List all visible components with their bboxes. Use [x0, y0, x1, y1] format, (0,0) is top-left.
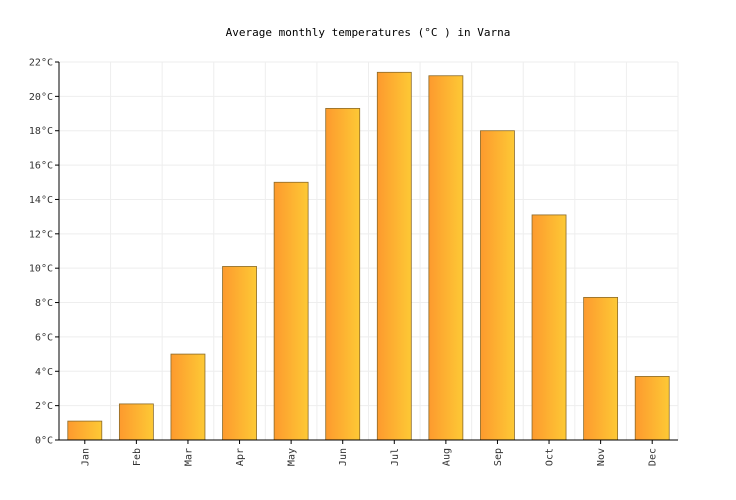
- x-tick-label-jul: Jul: [390, 448, 401, 466]
- bar-jun: [325, 107, 361, 441]
- chart-title: Average monthly temperatures (°C ) in Va…: [226, 26, 511, 39]
- y-tick-label: 12°C: [29, 229, 53, 240]
- y-tick-label: 20°C: [29, 92, 53, 103]
- x-tick-label-sep: Sep: [493, 448, 504, 466]
- y-tick-label: 22°C: [29, 58, 53, 69]
- x-tick-label-nov: Nov: [596, 448, 607, 466]
- x-tick-label-jan: Jan: [80, 448, 91, 466]
- y-tick-label: 2°C: [35, 401, 53, 412]
- y-tick-label: 6°C: [35, 332, 53, 343]
- x-tick-label-dec: Dec: [648, 448, 659, 466]
- bar-jul: [376, 71, 412, 441]
- bar-dec: [634, 376, 670, 441]
- y-tick-label: 16°C: [29, 161, 53, 172]
- x-tick-label-oct: Oct: [545, 448, 556, 466]
- bar-aug: [428, 75, 464, 441]
- x-tick-label-jun: Jun: [338, 448, 349, 466]
- y-tick-label: 8°C: [35, 298, 53, 309]
- y-tick-label: 14°C: [29, 195, 53, 206]
- y-tick-label: 10°C: [29, 264, 53, 275]
- x-tick-label-mar: Mar: [183, 448, 194, 466]
- bar-feb: [118, 403, 154, 441]
- bar-may: [273, 181, 309, 441]
- y-tick-label: 0°C: [35, 436, 53, 447]
- bar-mar: [170, 353, 206, 441]
- bar-oct: [531, 214, 567, 441]
- x-tick-label-aug: Aug: [441, 448, 452, 466]
- bar-sep: [480, 130, 515, 441]
- bar-nov: [583, 296, 619, 441]
- bars-layer: [67, 71, 670, 441]
- y-axis-ticks: 0°C 2°C 4°C 6°C 8°C 10°C 12°C 14°C 16°C 18°C 20°C 2…: [29, 58, 59, 447]
- bar-apr: [222, 266, 257, 441]
- y-tick-label: 18°C: [29, 126, 53, 137]
- x-tick-label-may: May: [287, 448, 298, 466]
- x-tick-label-apr: Apr: [235, 448, 246, 466]
- y-tick-label: 4°C: [35, 367, 53, 378]
- x-axis-ticks: Jan Feb Mar Apr May Jun Jul Aug Sep Oct Nov Dec: [80, 440, 659, 466]
- bar-jan: [67, 420, 103, 441]
- grid-layer: [59, 61, 679, 441]
- x-tick-label-feb: Feb: [132, 448, 143, 466]
